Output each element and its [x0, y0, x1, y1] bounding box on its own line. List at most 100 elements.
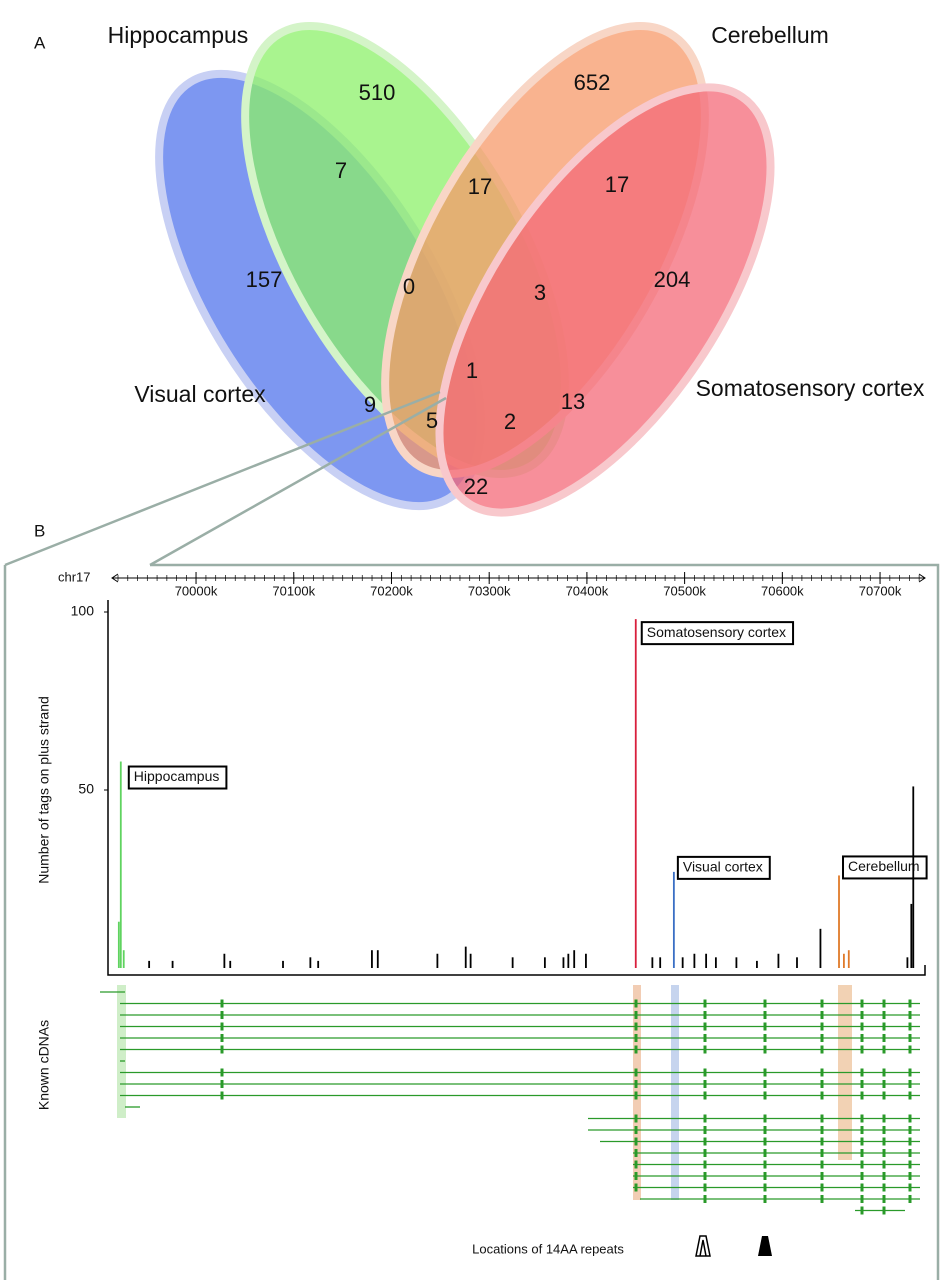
bar [585, 953, 587, 968]
repeat-icon [758, 1236, 772, 1256]
exon [220, 1022, 224, 1031]
exon [860, 1183, 864, 1192]
exon [860, 1034, 864, 1042]
exon [703, 1080, 707, 1088]
exon [703, 1045, 707, 1054]
exon [634, 1080, 638, 1088]
exon [882, 999, 886, 1008]
exon [882, 1206, 886, 1215]
bar [777, 953, 780, 968]
exon [882, 1137, 886, 1146]
exon [860, 1011, 864, 1019]
bar [796, 957, 798, 968]
venn-set-label: Hippocampus [108, 22, 249, 48]
exon [763, 1126, 767, 1134]
label-box [676, 855, 771, 880]
bar [469, 953, 472, 968]
bar [573, 950, 576, 968]
exon [882, 1114, 886, 1123]
exon [860, 1114, 864, 1123]
exon [220, 999, 224, 1008]
exon [882, 1149, 886, 1157]
bar [317, 960, 320, 968]
exon [703, 1172, 707, 1180]
connector [149, 396, 447, 567]
venn-count: 5 [426, 408, 438, 433]
exon [860, 1045, 864, 1054]
exon [634, 1160, 638, 1169]
label-box [127, 765, 228, 790]
bar [122, 950, 125, 968]
x-tick-label: 70700k [859, 583, 902, 598]
exon [882, 1126, 886, 1134]
exon [220, 1068, 224, 1077]
label-box [842, 855, 928, 880]
exon [763, 1034, 767, 1042]
exon [763, 1011, 767, 1019]
exon [220, 1045, 224, 1054]
plot-frame [107, 600, 926, 976]
exon [908, 1068, 912, 1077]
bar [117, 921, 120, 968]
bar [714, 957, 717, 968]
exon [820, 1114, 824, 1123]
x-tick-label: 70100k [272, 583, 315, 598]
exon [763, 1080, 767, 1088]
exon [908, 1183, 912, 1192]
bar [282, 960, 284, 968]
venn-count: 22 [464, 474, 488, 499]
series-label: Visual cortex [683, 859, 763, 875]
exon [703, 1195, 707, 1203]
exon [634, 1034, 638, 1042]
exon [703, 1034, 707, 1042]
label-box [640, 621, 795, 646]
exon [820, 1034, 824, 1042]
exon [882, 1080, 886, 1088]
venn-count: 17 [605, 172, 629, 197]
exon [634, 1137, 638, 1146]
x-axis-label: chr17 [58, 569, 91, 584]
exon [634, 1149, 638, 1157]
x-tick-label: 70300k [468, 583, 511, 598]
exon [860, 1172, 864, 1180]
exon [634, 1068, 638, 1077]
bar [912, 786, 915, 968]
bar [906, 957, 909, 968]
exon [634, 1126, 638, 1134]
exon [860, 1126, 864, 1134]
bar [659, 957, 662, 968]
panel-frame [3, 563, 940, 1280]
highlight [117, 985, 126, 1118]
bar [148, 960, 151, 968]
venn-count: 7 [335, 158, 347, 183]
bar [842, 953, 845, 968]
exon [820, 1080, 824, 1088]
exon [820, 1160, 824, 1169]
exon [908, 1045, 912, 1054]
exon [860, 1080, 864, 1088]
exon [634, 1091, 638, 1100]
exon [634, 1183, 638, 1192]
bar [464, 946, 467, 968]
track-label: Known cDNAs [36, 1020, 52, 1110]
exon [908, 1172, 912, 1180]
venn-count: 510 [359, 80, 396, 105]
exon [820, 1068, 824, 1077]
exon [882, 1172, 886, 1180]
bar [436, 953, 439, 968]
bar [693, 953, 696, 968]
exon [703, 999, 707, 1008]
venn-count: 204 [654, 267, 691, 292]
exon [908, 1149, 912, 1157]
exon [703, 1160, 707, 1169]
bar [910, 903, 913, 968]
bar [651, 957, 654, 968]
exon [860, 1091, 864, 1100]
venn-count: 17 [468, 174, 492, 199]
exon [703, 1068, 707, 1077]
exon [882, 1068, 886, 1077]
venn-count: 13 [561, 389, 585, 414]
x-tick-label: 70000k [175, 583, 218, 598]
bar [309, 957, 312, 968]
